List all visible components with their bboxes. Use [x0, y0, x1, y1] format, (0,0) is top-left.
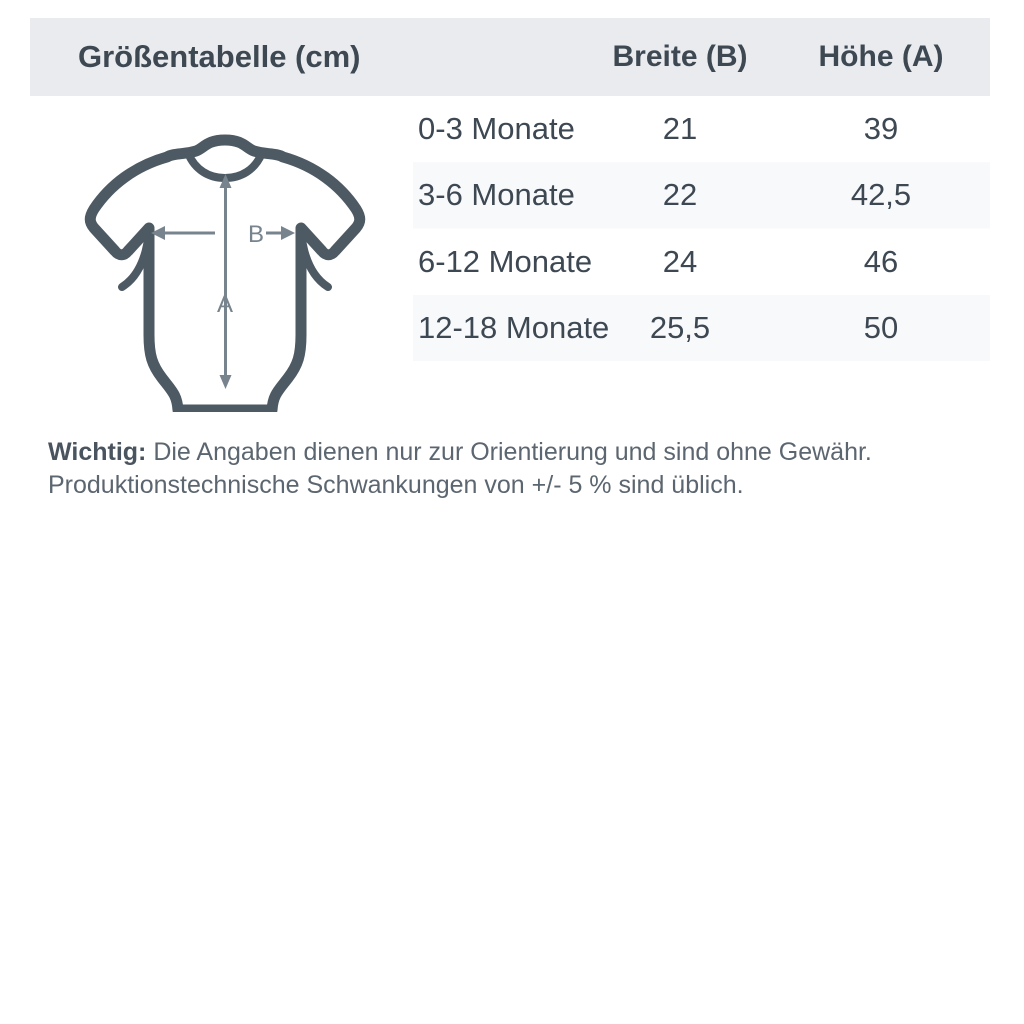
svg-text:B: B [248, 221, 264, 248]
svg-text:A: A [217, 291, 233, 318]
